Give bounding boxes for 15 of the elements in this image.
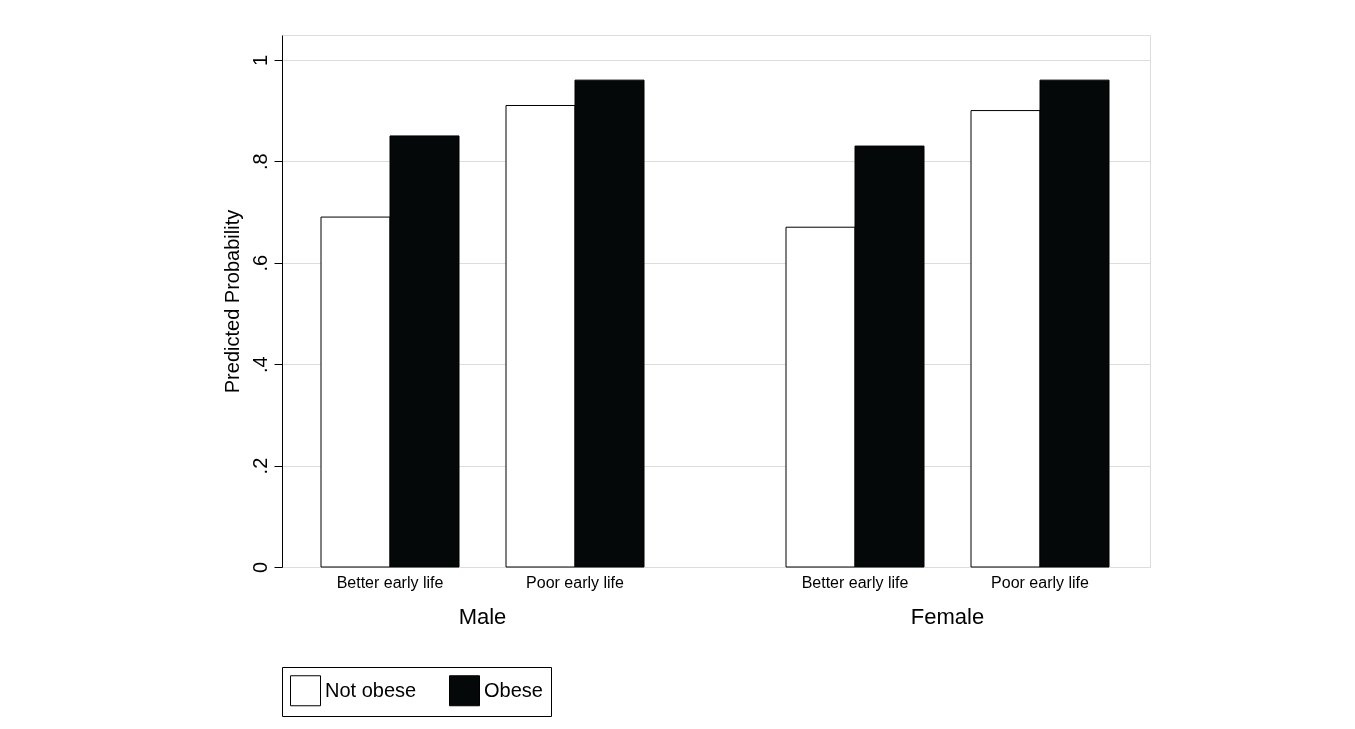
y-tick-label: 1 [248, 54, 271, 66]
y-tick-label: .2 [248, 457, 271, 475]
x-tick-label: Better early life [801, 574, 909, 591]
x-tick-label: Poor early life [526, 574, 625, 591]
x-tick-label: Poor early life [991, 574, 1090, 591]
y-tick-label: .8 [248, 153, 271, 171]
y-tick-label: 0 [248, 561, 271, 574]
text: Female [910, 604, 985, 629]
x-tick-label: Better early life [336, 574, 444, 591]
y-tick-label: .6 [248, 254, 271, 272]
y-axis-title: Predicted Probability [220, 209, 243, 394]
legend-label: Not obese [325, 678, 417, 701]
y-tick-label: .4 [248, 356, 271, 373]
legend-label: Obese [484, 678, 543, 701]
text: Male [458, 604, 507, 629]
